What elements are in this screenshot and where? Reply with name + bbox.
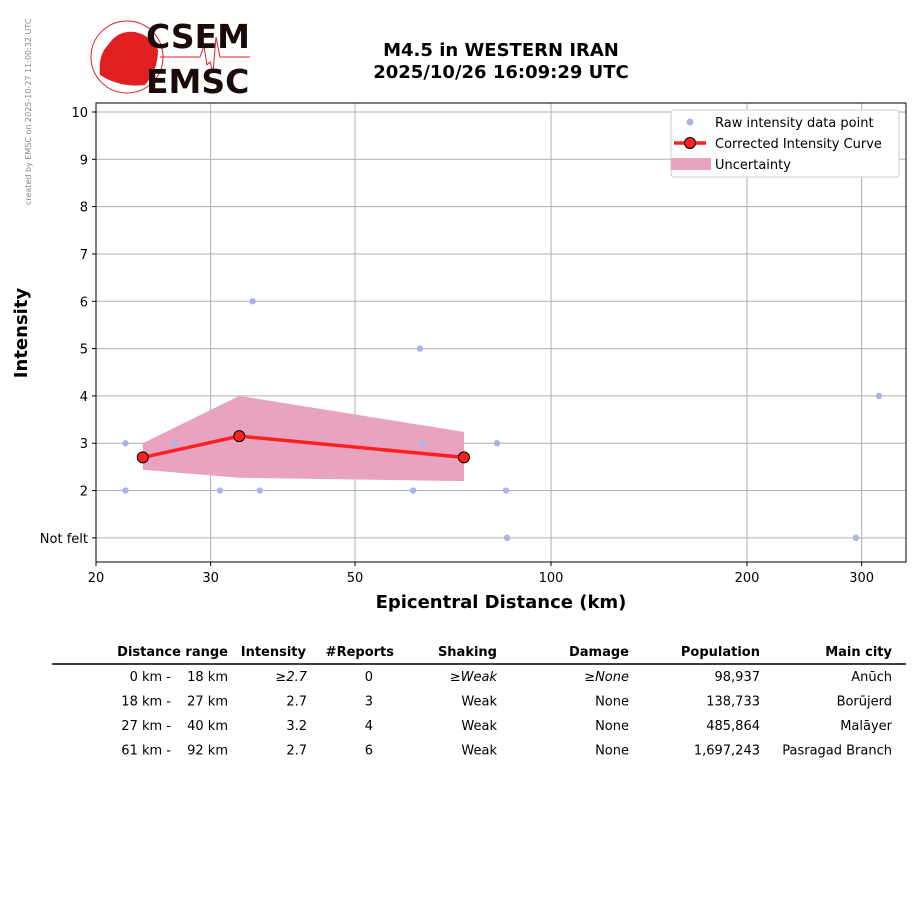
table-cell-intensity: 2.7: [286, 744, 307, 759]
table-cell-intensity: ≥2.7: [275, 670, 307, 685]
x-tick-label: 200: [735, 571, 760, 586]
y-tick-label: 8: [80, 201, 88, 216]
legend-curve-label: Corrected Intensity Curve: [715, 137, 882, 152]
table-cell-population: 485,864: [706, 719, 760, 734]
raw-points: [122, 298, 883, 542]
raw-data-point: [171, 440, 178, 447]
grid: [95, 103, 906, 562]
raw-data-point: [409, 487, 417, 494]
raw-data-point: [216, 487, 224, 494]
table-cell-reports: 6: [365, 744, 373, 759]
table-cell-reports: 4: [365, 719, 373, 734]
legend-raw-label: Raw intensity data point: [715, 116, 874, 131]
table-cell-shaking: ≥Weak: [450, 670, 498, 685]
y-tick-label: 3: [80, 437, 88, 452]
y-tick-label: 9: [80, 153, 88, 168]
watermark: created by EMSC on 2025-10-27 11:00:32 U…: [24, 18, 33, 205]
raw-data-point: [249, 298, 256, 305]
y-tick-label: 10: [71, 106, 88, 121]
uncertainty-area: [142, 395, 464, 482]
y-tick-label: 2: [80, 485, 88, 500]
table-header: Intensity: [241, 645, 307, 660]
table-cell-dist-from: 27 km -: [121, 719, 171, 734]
x-tick-label: 20: [88, 571, 105, 586]
table-cell-dist-to: 18 km: [187, 670, 228, 685]
raw-data-point: [122, 440, 129, 447]
x-tick-label: 100: [539, 571, 564, 586]
y-tick-label: Not felt: [40, 532, 88, 547]
table-cell-dist-to: 40 km: [187, 719, 228, 734]
table-header: Damage: [569, 645, 629, 660]
table-cell-population: 138,733: [706, 695, 760, 710]
table-cell-city: Malāyer: [840, 719, 892, 734]
y-axis-label: Intensity: [11, 288, 32, 379]
table-header: Shaking: [438, 645, 497, 660]
curve-point: [233, 430, 246, 443]
table-cell-dist-to: 92 km: [187, 744, 228, 759]
table-cell-shaking: Weak: [461, 719, 497, 734]
table-header: Distance range: [117, 645, 228, 660]
raw-data-point: [852, 534, 860, 542]
table-cell-city: Pasragad Branch: [782, 744, 892, 759]
legend-uncertainty-swatch: [671, 158, 711, 170]
table-cell-intensity: 2.7: [286, 695, 307, 710]
x-tick-label: 300: [849, 571, 874, 586]
table-cell-dist-from: 0 km -: [130, 670, 172, 685]
y-tick-label: 7: [80, 248, 88, 263]
table-cell-damage: ≥None: [584, 670, 629, 685]
y-tick-label: 6: [80, 295, 88, 310]
table-cell-damage: None: [595, 695, 629, 710]
table-cell-intensity: 3.2: [286, 719, 307, 734]
emsc-logo: CSEM EMSC: [90, 17, 250, 101]
table-cell-damage: None: [595, 744, 629, 759]
table-cell-reports: 0: [365, 670, 373, 685]
chart-title: M4.5 in WESTERN IRAN: [383, 40, 619, 61]
raw-data-point: [493, 440, 501, 447]
table-cell-population: 1,697,243: [694, 744, 760, 759]
uncertainty-band: [142, 395, 464, 482]
table-cell-city: Borūjerd: [837, 695, 892, 710]
x-tick-label: 30: [202, 571, 219, 586]
table-cell-dist-to: 27 km: [187, 695, 228, 710]
x-axis-label: Epicentral Distance (km): [376, 592, 627, 613]
y-tick-label: 5: [80, 343, 88, 358]
plot-frame: [95, 102, 907, 563]
legend-curve-marker: [684, 137, 696, 149]
table-cell-shaking: Weak: [461, 695, 497, 710]
curve-point: [136, 451, 149, 464]
x-tick-label: 50: [347, 571, 364, 586]
table-cell-shaking: Weak: [461, 744, 497, 759]
legend: Raw intensity data point Corrected Inten…: [670, 109, 900, 178]
intensity-table: Distance range Intensity #Reports Shaking Da…: [52, 645, 906, 759]
raw-data-point: [503, 534, 511, 542]
chart-subtitle: 2025/10/26 16:09:29 UTC: [373, 62, 629, 83]
intensity-curve: [136, 430, 470, 464]
raw-data-point: [416, 345, 424, 352]
raw-data-point: [502, 487, 510, 494]
raw-data-point: [256, 487, 264, 494]
raw-data-point: [418, 440, 426, 447]
raw-data-point: [122, 487, 129, 494]
legend-raw-marker: [686, 118, 694, 126]
table-cell-damage: None: [595, 719, 629, 734]
svg-text:EMSC: EMSC: [146, 62, 249, 101]
table-cell-reports: 3: [365, 695, 373, 710]
table-cell-population: 98,937: [715, 670, 761, 685]
svg-text:CSEM: CSEM: [146, 17, 250, 56]
legend-uncertainty-label: Uncertainty: [715, 158, 791, 173]
curve-point: [457, 451, 470, 464]
y-tick-label: 4: [80, 390, 88, 405]
table-header: Main city: [825, 645, 892, 660]
axis-ticks: 20 30 50 100 200 300 Not felt 2 3 4 5 6 7 8 9 10: [40, 106, 874, 586]
table-cell-dist-from: 18 km -: [121, 695, 171, 710]
table-header: Population: [681, 645, 760, 660]
table-cell-dist-from: 61 km -: [121, 744, 171, 759]
table-cell-city: Anūch: [851, 670, 892, 685]
raw-data-point: [875, 392, 883, 400]
table-header: #Reports: [326, 645, 395, 660]
